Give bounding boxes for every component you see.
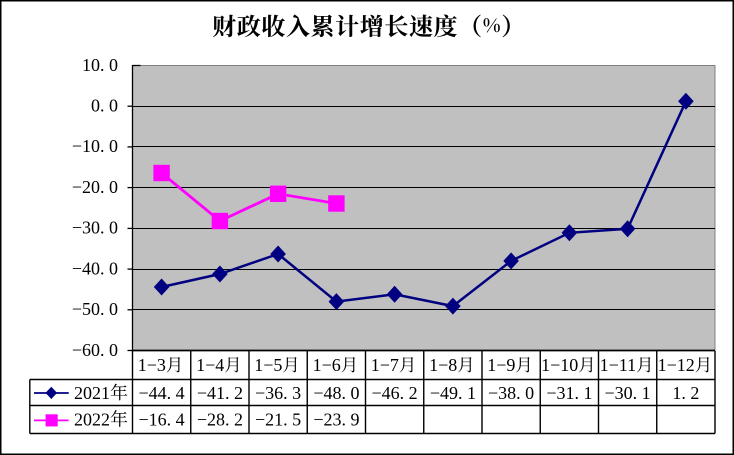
svg-text:1−9月: 1−9月 bbox=[487, 352, 533, 377]
svg-text:−38. 0: −38. 0 bbox=[488, 383, 534, 403]
svg-text:1. 2: 1. 2 bbox=[672, 383, 699, 403]
svg-text:−49. 1: −49. 1 bbox=[430, 383, 476, 403]
svg-text:财政收入累计增长速度（%）: 财政收入累计增长速度（%） bbox=[212, 7, 526, 42]
svg-text:−21. 5: −21. 5 bbox=[255, 410, 301, 430]
svg-text:1−6月: 1−6月 bbox=[313, 352, 359, 377]
svg-text:−23. 9: −23. 9 bbox=[313, 410, 359, 430]
svg-text:1−11月: 1−11月 bbox=[600, 352, 654, 377]
svg-text:1−7月: 1−7月 bbox=[371, 352, 417, 377]
svg-text:−40. 0: −40. 0 bbox=[72, 258, 118, 278]
svg-text:1−5月: 1−5月 bbox=[254, 352, 300, 377]
svg-text:−30. 1: −30. 1 bbox=[605, 383, 651, 403]
svg-text:−46. 2: −46. 2 bbox=[372, 383, 418, 403]
svg-text:1−4月: 1−4月 bbox=[196, 352, 242, 377]
svg-text:−10. 0: −10. 0 bbox=[72, 136, 118, 156]
svg-text:−20. 0: −20. 0 bbox=[72, 177, 118, 197]
svg-text:−16. 4: −16. 4 bbox=[139, 410, 185, 430]
svg-text:0. 0: 0. 0 bbox=[91, 96, 118, 116]
svg-text:1−3月: 1−3月 bbox=[138, 352, 184, 377]
svg-text:1−10月: 1−10月 bbox=[541, 352, 596, 377]
svg-text:−31. 1: −31. 1 bbox=[546, 383, 592, 403]
svg-text:−60. 0: −60. 0 bbox=[72, 340, 118, 360]
svg-text:−36. 3: −36. 3 bbox=[255, 383, 301, 403]
svg-text:−44. 4: −44. 4 bbox=[139, 383, 185, 403]
svg-text:−50. 0: −50. 0 bbox=[72, 299, 118, 319]
svg-text:−41. 2: −41. 2 bbox=[197, 383, 243, 403]
svg-text:−28. 2: −28. 2 bbox=[197, 410, 243, 430]
svg-text:−30. 0: −30. 0 bbox=[72, 218, 118, 238]
svg-text:2021年: 2021年 bbox=[74, 379, 128, 405]
svg-text:−48. 0: −48. 0 bbox=[313, 383, 359, 403]
svg-text:2022年: 2022年 bbox=[74, 406, 128, 432]
svg-text:10. 0: 10. 0 bbox=[82, 55, 118, 75]
svg-text:1−12月: 1−12月 bbox=[658, 352, 713, 377]
svg-text:1−8月: 1−8月 bbox=[429, 352, 475, 377]
